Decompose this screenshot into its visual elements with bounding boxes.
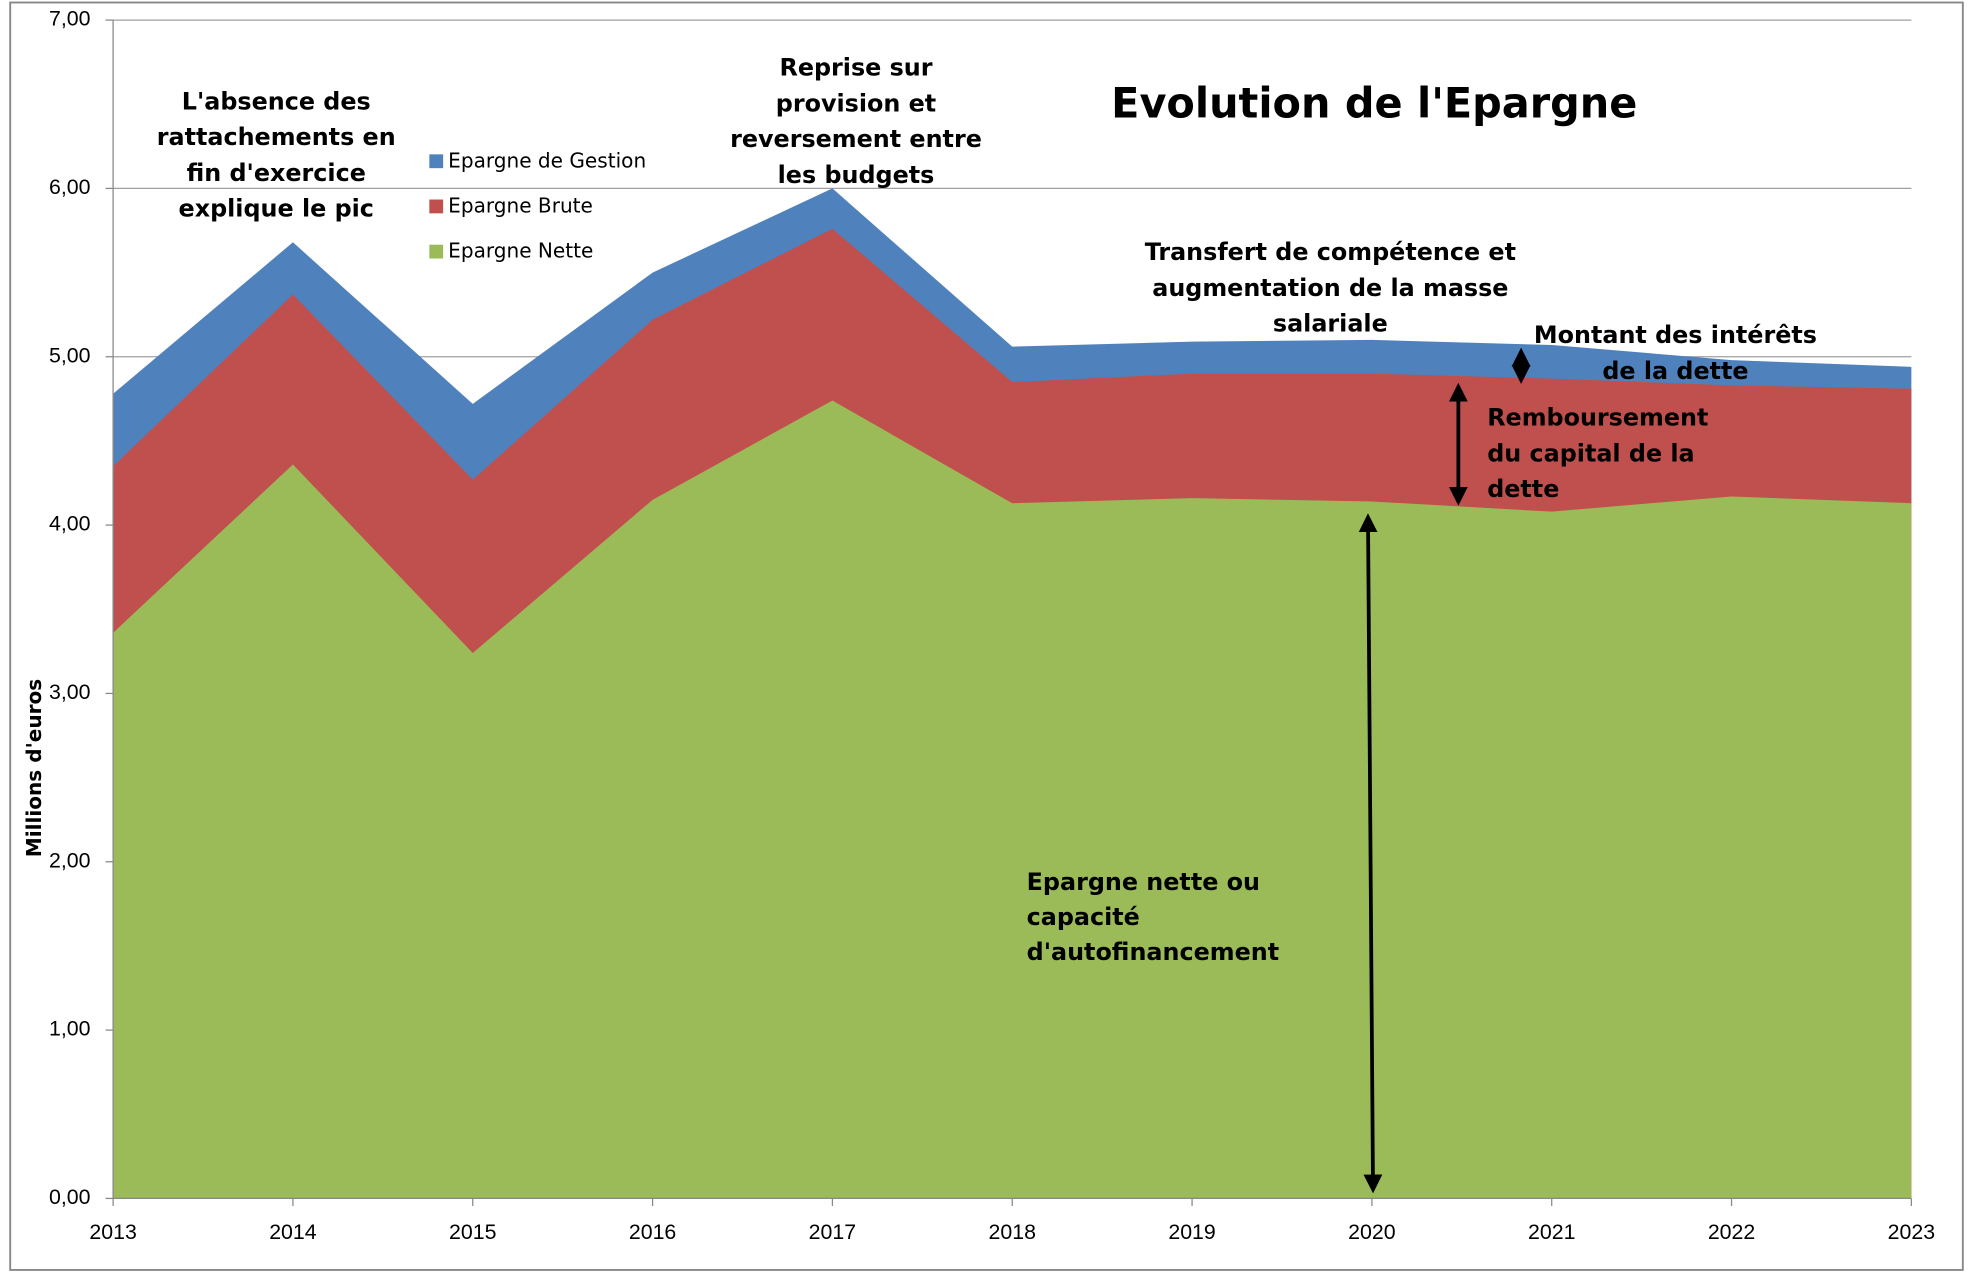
x-tick-label: 2014 [269, 1220, 317, 1244]
x-tick-label: 2022 [1708, 1220, 1755, 1244]
annotation: rattachements en [157, 123, 396, 151]
annotation: du capital de la [1487, 439, 1694, 467]
x-tick-label: 2013 [89, 1220, 136, 1244]
annotation: explique le pic [179, 195, 374, 223]
annotation: dette [1487, 475, 1559, 503]
annotation: Reprise sur [779, 54, 932, 82]
arrow [1358, 513, 1383, 1194]
chart-frame [9, 1, 1964, 1271]
x-tick-label: 2021 [1528, 1220, 1575, 1244]
annotation: Epargne nette ou [1027, 868, 1260, 896]
x-tick-label: 2018 [989, 1220, 1036, 1244]
y-tick-label: 7,00 [49, 7, 91, 31]
y-tick-label: 4,00 [49, 512, 91, 536]
chart-title: Evolution de l'Epargne [1111, 80, 1637, 128]
y-axis-label: Millions d'euros [22, 679, 46, 857]
x-tick-label: 2023 [1888, 1220, 1935, 1244]
annotations: L'absence des rattachements en fin d'exerc… [157, 54, 1817, 967]
y-tick-label: 0,00 [49, 1185, 91, 1209]
annotation: salariale [1273, 310, 1388, 338]
x-tick-label: 2015 [449, 1220, 496, 1244]
y-tick-label: 2,00 [49, 848, 91, 872]
axes: 0,00 1,00 2,00 3,00 4,00 5,00 6,00 7,00 2013 2014… [49, 7, 1935, 1244]
legend-swatch [429, 244, 444, 259]
annotation: de la dette [1602, 357, 1748, 385]
annotation: reversement entre [730, 125, 982, 153]
annotation: capacité [1027, 903, 1140, 931]
annotation: provision et [776, 89, 936, 117]
annotation: les budgets [778, 161, 935, 189]
x-tick-label: 2016 [629, 1220, 676, 1244]
arrows [1358, 347, 1531, 1194]
area [113, 400, 1912, 1199]
y-tick-label: 3,00 [49, 680, 91, 704]
annotation: L'absence des [182, 87, 371, 115]
legend-label: Epargne Nette [448, 239, 593, 263]
x-tick-label: 2017 [809, 1220, 856, 1244]
annotation: augmentation de la masse [1152, 274, 1508, 302]
legend-label: Epargne Brute [448, 194, 593, 218]
annotation: fin d'exercice [187, 159, 366, 187]
legend-swatch [429, 199, 444, 214]
x-tick-label: 2020 [1348, 1220, 1396, 1244]
x-tick-label: 2019 [1168, 1220, 1215, 1244]
y-tick-label: 6,00 [49, 175, 91, 199]
legend-label: Epargne de Gestion [448, 148, 646, 172]
annotation: Transfert de compétence et [1145, 238, 1516, 266]
legend-swatch [429, 154, 444, 169]
legend: Epargne de Gestion Epargne Brute Epargne N… [429, 148, 646, 263]
y-tick-label: 1,00 [49, 1017, 91, 1041]
y-tick-label: 5,00 [49, 343, 91, 367]
annotation: d'autofinancement [1027, 938, 1279, 966]
annotation: Remboursement [1487, 404, 1708, 432]
annotation: Montant des intérêts [1534, 321, 1817, 349]
